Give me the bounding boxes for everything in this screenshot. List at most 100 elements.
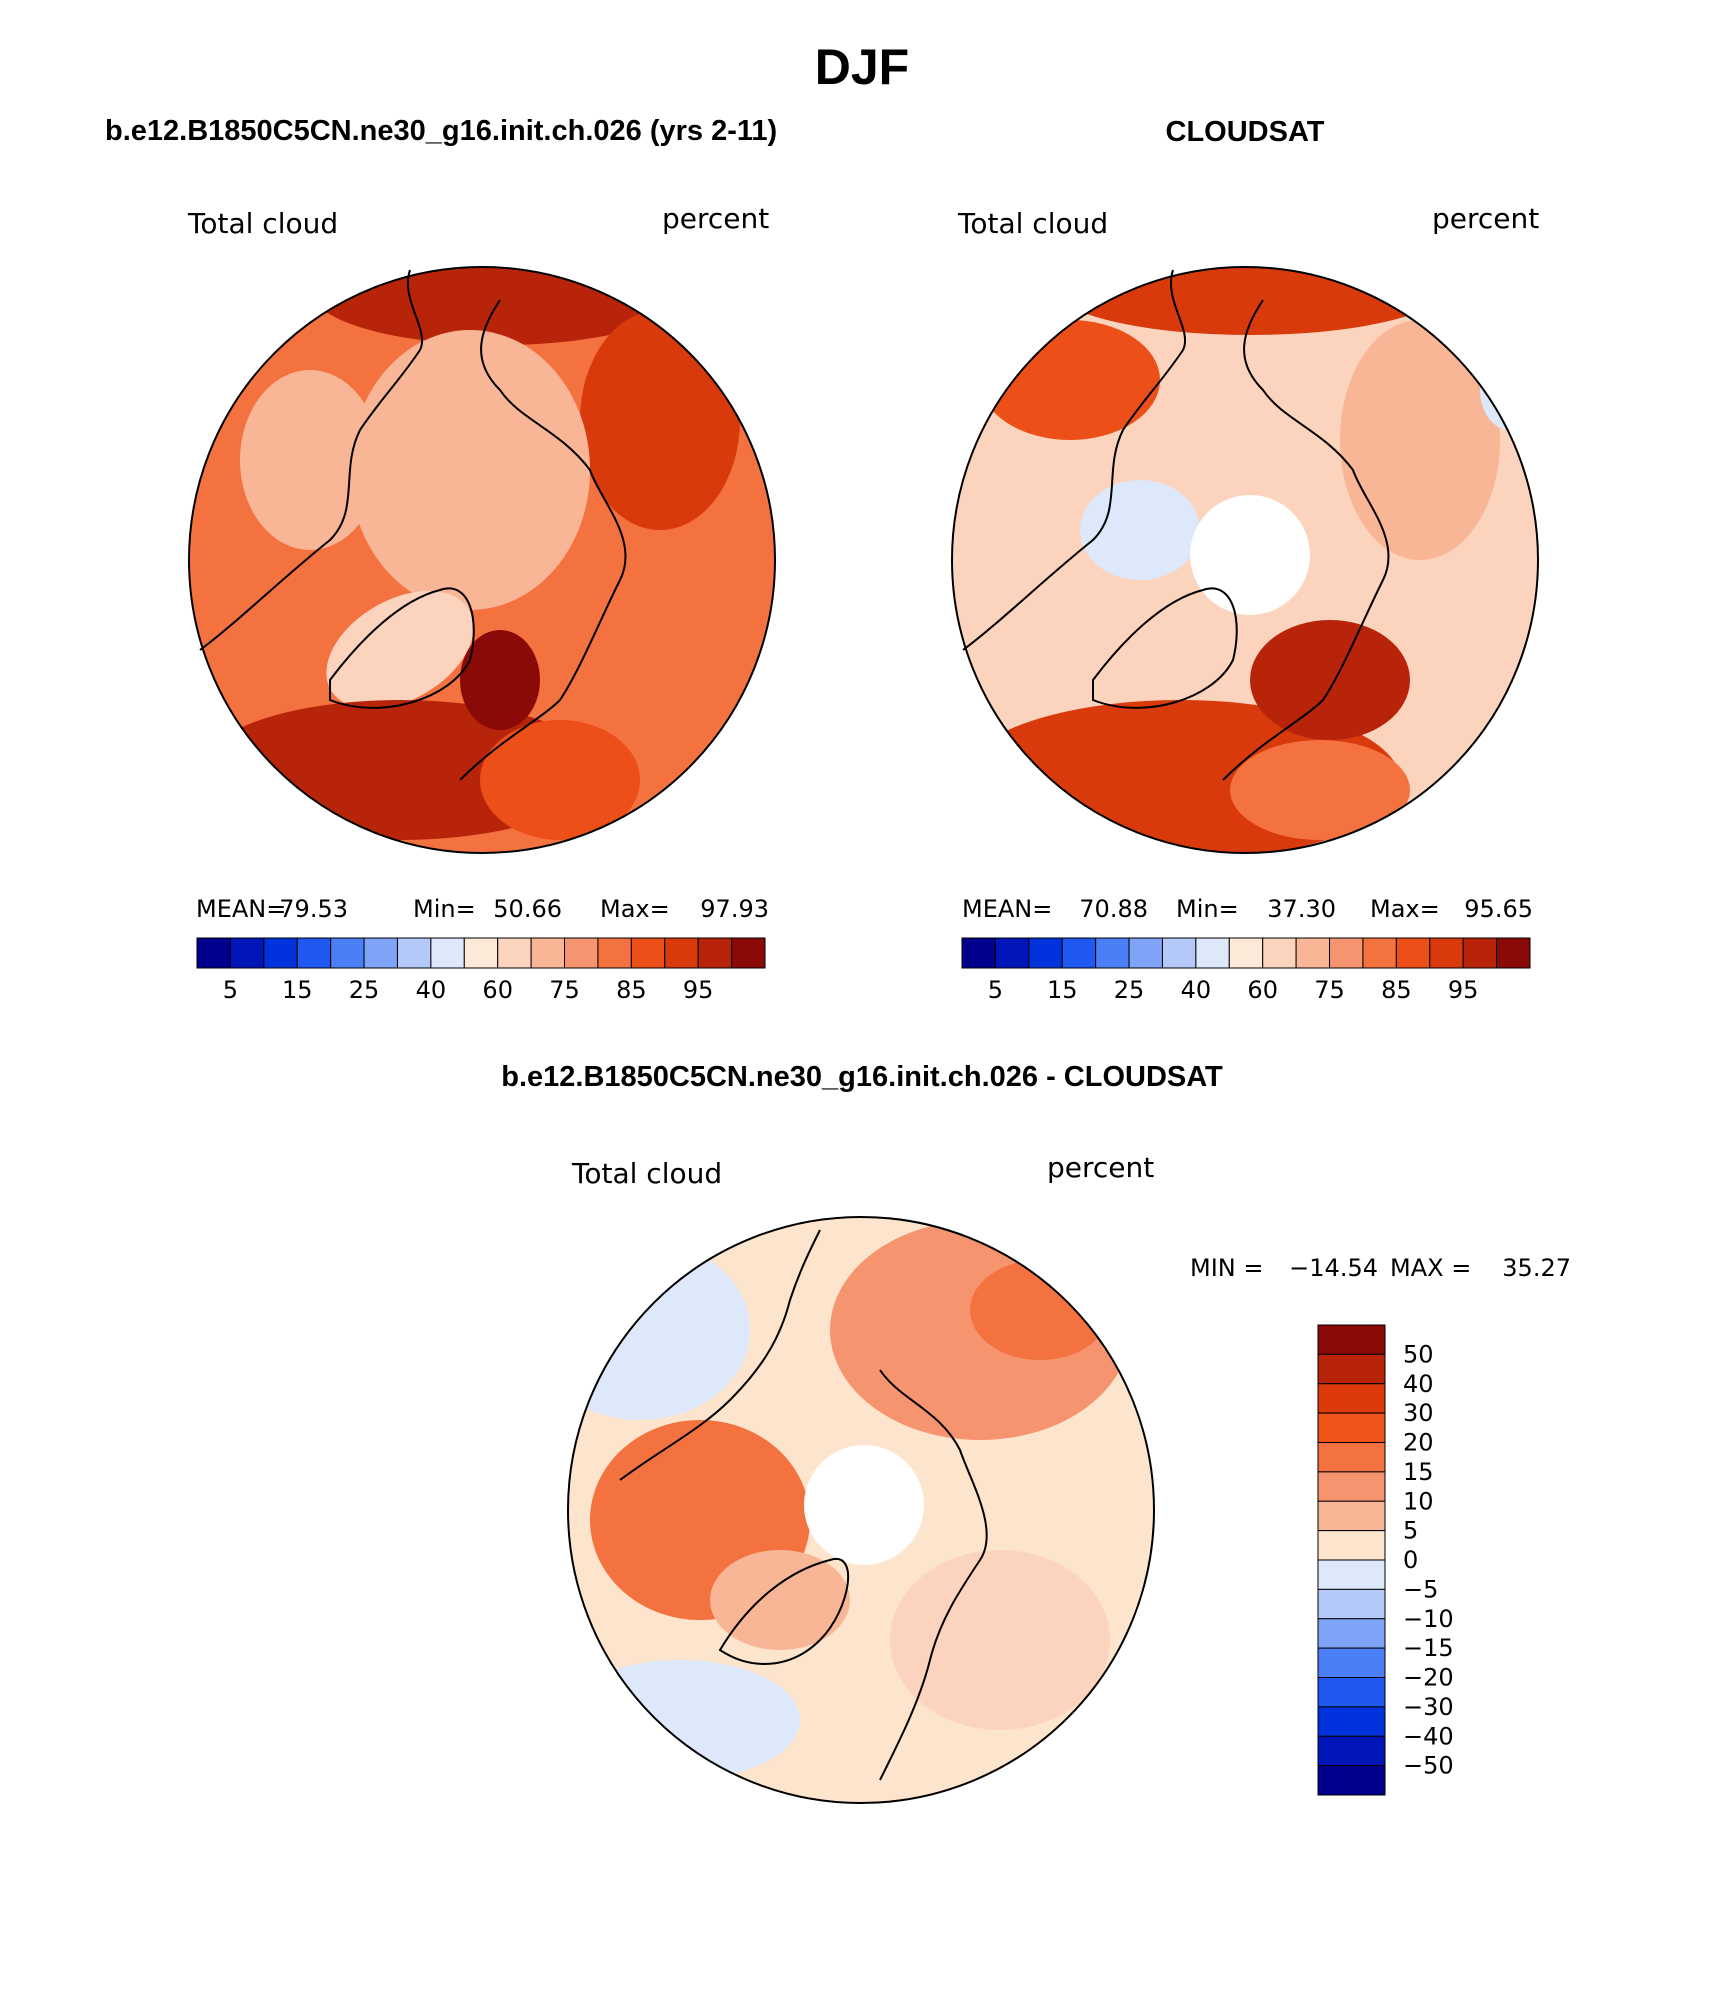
model-colorbar-swatch xyxy=(564,937,599,969)
model-min-value: 50.66 xyxy=(493,895,562,923)
obs-colorbar-swatch xyxy=(1262,937,1297,969)
obs-colorbar-swatch xyxy=(1496,937,1531,969)
obs-min-value: 37.30 xyxy=(1267,895,1336,923)
diff-map-boundary xyxy=(567,1216,1155,1804)
model-max-value: 97.93 xyxy=(700,895,769,923)
obs-field-norway-high xyxy=(1250,620,1410,740)
diff-field-east-positive xyxy=(890,1550,1110,1730)
obs-field-north-pacific xyxy=(1050,267,1450,335)
model-colorbar-label: 25 xyxy=(349,976,380,1004)
obs-coastline-greenland xyxy=(1092,587,1238,709)
model-min-label: Min= xyxy=(413,895,476,923)
model-colorbar-swatch xyxy=(697,937,733,969)
diff-polar-gap xyxy=(804,1445,924,1565)
diff-colorbar-swatch xyxy=(1317,1647,1386,1678)
model-field-north-pacific xyxy=(310,267,690,345)
obs-stats: MEAN= 70.88 Min= 37.30 Max= 95.65 xyxy=(962,895,1533,923)
diff-colorbar-label: 30 xyxy=(1403,1399,1434,1427)
model-colorbar-swatch xyxy=(731,937,766,969)
obs-field-siberia xyxy=(1340,320,1500,560)
diff-colorbar-swatch xyxy=(1317,1559,1386,1590)
diff-colorbar-label: −40 xyxy=(1403,1722,1454,1750)
obs-colorbar-swatch xyxy=(1161,937,1197,969)
diff-colorbar-label: 10 xyxy=(1403,1487,1434,1515)
model-panel-title: b.e12.B1850C5CN.ne30_g16.init.ch.026 (yr… xyxy=(105,115,777,147)
model-colorbar-swatch xyxy=(630,937,666,969)
diff-colorbar-label: 0 xyxy=(1403,1546,1418,1574)
diff-colorbar-swatch xyxy=(1317,1442,1386,1473)
obs-map-boundary xyxy=(951,266,1539,854)
model-colorbar-swatch xyxy=(530,937,566,969)
model-colorbar-swatch xyxy=(263,937,298,969)
obs-panel-title: CLOUDSAT xyxy=(1166,116,1325,148)
model-coastline-eurasia xyxy=(459,299,627,781)
obs-map xyxy=(951,266,1539,854)
obs-colorbar-swatch xyxy=(961,937,996,969)
model-colorbar: 5 15 25 40 60 75 85 95 xyxy=(196,937,766,1004)
obs-coastline-eurasia xyxy=(1222,299,1390,781)
obs-colorbar-label: 75 xyxy=(1314,976,1345,1004)
model-mean-value: 79.53 xyxy=(279,895,348,923)
model-colorbar-swatch xyxy=(430,937,465,969)
obs-colorbar-swatch xyxy=(1462,937,1498,969)
model-colorbar-label: 5 xyxy=(223,976,238,1004)
diff-max-label: MAX = xyxy=(1390,1254,1471,1282)
obs-colorbar-swatch xyxy=(1128,937,1163,969)
diff-colorbar-swatch xyxy=(1317,1765,1386,1796)
diff-colorbar-label: −10 xyxy=(1403,1605,1454,1633)
obs-field-west-pacific xyxy=(980,320,1160,440)
diff-coastline-north-america xyxy=(619,1229,821,1481)
diff-field-west-clear xyxy=(568,1240,750,1420)
obs-coastline-north-america xyxy=(962,269,1186,651)
diff-colorbar-swatch xyxy=(1317,1530,1386,1561)
model-field-arctic-low xyxy=(350,330,590,610)
model-colorbar-swatch xyxy=(396,937,432,969)
model-field-europe xyxy=(480,720,640,840)
model-mean-label: MEAN= xyxy=(196,895,286,923)
model-colorbar-swatch xyxy=(463,937,499,969)
diff-colorbar-swatch xyxy=(1317,1677,1386,1708)
diff-colorbar-swatch xyxy=(1317,1706,1386,1737)
model-colorbar-label: 85 xyxy=(616,976,647,1004)
diff-min-label: MIN = xyxy=(1190,1254,1263,1282)
obs-units-label: percent xyxy=(1432,202,1539,235)
diff-colorbar-label: 15 xyxy=(1403,1458,1434,1486)
obs-variable-label: Total cloud xyxy=(957,207,1108,240)
obs-panel: Total cloud percent MEAN= 70.88 xyxy=(951,202,1539,1004)
model-colorbar-swatch xyxy=(296,937,332,969)
model-colorbar-swatch xyxy=(196,937,231,969)
obs-colorbar-label: 40 xyxy=(1181,976,1212,1004)
diff-colorbar-swatch xyxy=(1317,1412,1386,1443)
obs-colorbar-label: 60 xyxy=(1247,976,1278,1004)
model-units-label: percent xyxy=(662,202,769,235)
diff-colorbar-label: −20 xyxy=(1403,1664,1454,1692)
model-coastline-north-america xyxy=(199,269,423,651)
obs-max-value: 95.65 xyxy=(1464,895,1533,923)
model-coastline-greenland xyxy=(329,587,475,709)
figure-title: DJF xyxy=(815,39,909,95)
obs-colorbar-label: 25 xyxy=(1114,976,1145,1004)
obs-mean-value: 70.88 xyxy=(1079,895,1148,923)
diff-colorbar-swatch xyxy=(1317,1588,1386,1620)
diff-field-pacific-core xyxy=(970,1260,1110,1360)
obs-colorbar-swatch xyxy=(1295,937,1331,969)
obs-colorbar-label: 95 xyxy=(1448,976,1479,1004)
obs-colorbar: 5 15 25 40 60 75 85 95 xyxy=(961,937,1531,1004)
diff-colorbar-label: 40 xyxy=(1403,1370,1434,1398)
diff-panel: Total cloud percent MIN = −14.54 xyxy=(567,1151,1571,1804)
diff-stats: MIN = −14.54 MAX = 35.27 xyxy=(1190,1254,1571,1282)
diff-min-value: −14.54 xyxy=(1289,1254,1378,1282)
model-colorbar-swatch xyxy=(229,937,265,969)
diff-colorbar-swatch xyxy=(1317,1324,1386,1355)
obs-colorbar-swatch xyxy=(1028,937,1063,969)
model-colorbar-swatch xyxy=(497,937,532,969)
obs-field-arctic-clear xyxy=(1080,480,1200,580)
obs-polar-gap xyxy=(1190,495,1310,615)
obs-colorbar-label: 85 xyxy=(1381,976,1412,1004)
obs-colorbar-swatch xyxy=(1061,937,1097,969)
diff-colorbar-label: 20 xyxy=(1403,1429,1434,1457)
obs-field-pacific-clear xyxy=(1480,350,1538,430)
diff-colorbar-swatch xyxy=(1317,1500,1386,1532)
model-colorbar-swatch xyxy=(664,937,699,969)
